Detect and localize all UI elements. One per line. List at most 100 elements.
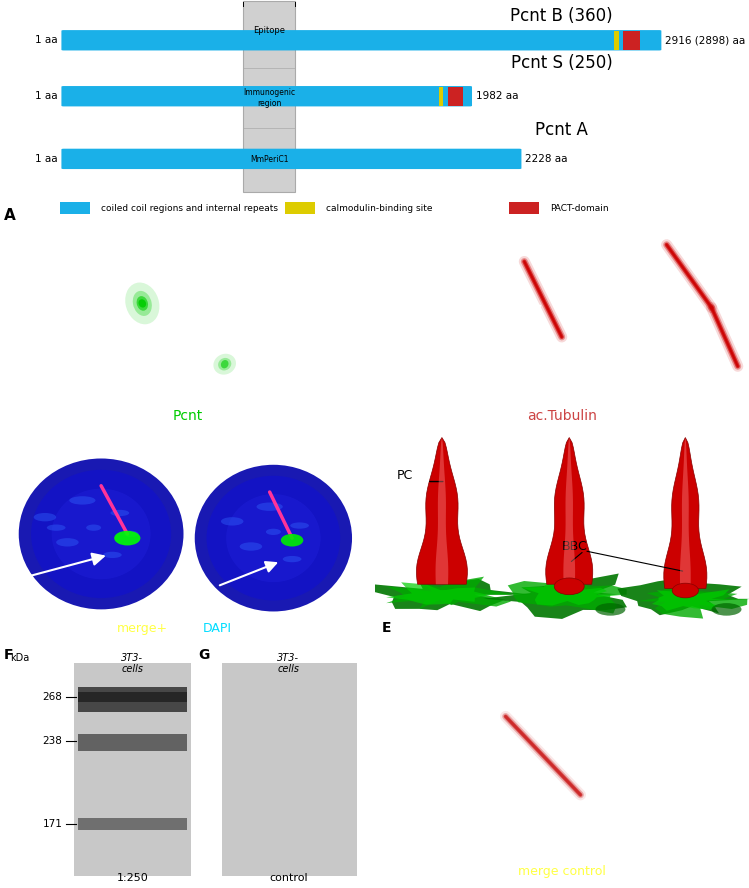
Text: merge+: merge+ [117,622,168,635]
Ellipse shape [69,496,96,504]
Circle shape [554,578,584,595]
Ellipse shape [125,282,160,324]
Ellipse shape [31,470,171,598]
Polygon shape [652,585,730,611]
Text: H: H [382,864,394,878]
Text: kDa: kDa [10,653,29,662]
Polygon shape [563,438,575,584]
Text: Epitope: Epitope [253,26,285,35]
Bar [614,31,619,50]
Polygon shape [664,438,707,589]
Text: G: G [198,648,210,662]
Text: 1:250: 1:250 [117,873,148,883]
Text: 3T3-
cells: 3T3- cells [121,653,143,674]
Text: 1 aa: 1 aa [35,91,58,101]
Ellipse shape [213,353,236,375]
FancyBboxPatch shape [61,148,521,169]
Ellipse shape [34,513,56,521]
Polygon shape [521,582,624,606]
Ellipse shape [281,534,303,546]
Polygon shape [508,581,627,614]
Bar [439,87,443,106]
Text: PACT-domain: PACT-domain [551,203,609,212]
Ellipse shape [221,360,228,369]
Text: 1982 aa: 1982 aa [476,91,518,101]
Circle shape [673,583,698,598]
Polygon shape [416,438,467,584]
Text: 917 aa: 917 aa [230,0,257,2]
Text: 1196 aa: 1196 aa [279,0,310,2]
Polygon shape [617,578,749,615]
Text: B: B [11,408,22,423]
Text: PC: PC [397,469,413,482]
Text: Pcnt A: Pcnt A [536,121,588,139]
Text: D: D [7,621,19,635]
FancyBboxPatch shape [61,86,472,107]
Bar [623,31,640,50]
Polygon shape [372,578,533,611]
Text: Pcnt B (360): Pcnt B (360) [510,7,613,25]
Ellipse shape [207,476,340,600]
Polygon shape [638,588,748,619]
Polygon shape [386,576,514,609]
Text: A: A [4,208,16,223]
Ellipse shape [111,510,130,516]
Ellipse shape [133,291,152,316]
Text: 1 aa: 1 aa [35,154,58,164]
FancyBboxPatch shape [61,30,661,51]
Ellipse shape [139,299,146,307]
Text: 2916 (2898) aa: 2916 (2898) aa [665,36,745,45]
Polygon shape [484,574,627,619]
Ellipse shape [712,603,742,615]
Text: 171: 171 [43,820,62,829]
Text: Pcnt: Pcnt [172,408,202,423]
Bar [74,662,191,876]
Ellipse shape [136,296,148,311]
Bar [285,202,315,214]
Text: F: F [4,648,13,662]
Ellipse shape [86,525,101,531]
Bar [78,687,187,711]
Polygon shape [546,438,592,584]
Ellipse shape [195,464,352,612]
Text: 238: 238 [43,736,62,746]
Ellipse shape [56,538,79,546]
Bar [509,202,539,214]
Text: MmPeriC1: MmPeriC1 [250,155,288,164]
Ellipse shape [595,603,625,615]
Ellipse shape [256,503,283,511]
Ellipse shape [226,494,321,583]
Text: BBC: BBC [562,540,587,553]
Ellipse shape [221,517,243,526]
Text: control: control [269,873,308,883]
Ellipse shape [290,522,309,528]
Polygon shape [680,438,691,589]
Text: coiled coil regions and internal repeats: coiled coil regions and internal repeats [101,203,278,212]
Text: calmodulin-binding site: calmodulin-binding site [326,203,432,212]
Ellipse shape [266,528,281,535]
Ellipse shape [124,531,139,537]
Text: 268: 268 [43,692,62,702]
Bar [60,202,90,214]
Bar [243,1,294,193]
Bar [222,662,357,876]
Text: C: C [386,408,396,423]
Text: 3T3-
cells: 3T3- cells [277,653,299,674]
Ellipse shape [46,525,66,531]
Bar [448,87,463,106]
Ellipse shape [282,556,301,562]
Text: Immunogenic
region: Immunogenic region [243,88,295,107]
Text: DAPI: DAPI [203,622,231,635]
Text: ac.Tubulin: ac.Tubulin [527,408,597,423]
Ellipse shape [103,551,121,558]
Text: 1 aa: 1 aa [35,36,58,45]
Ellipse shape [52,488,151,579]
Polygon shape [386,583,491,605]
Polygon shape [436,438,448,584]
Ellipse shape [240,543,262,551]
Bar [78,733,187,750]
Ellipse shape [114,531,141,545]
Text: Pcnt S (250): Pcnt S (250) [511,53,613,72]
Ellipse shape [19,458,184,609]
Text: 2228 aa: 2228 aa [525,154,568,164]
